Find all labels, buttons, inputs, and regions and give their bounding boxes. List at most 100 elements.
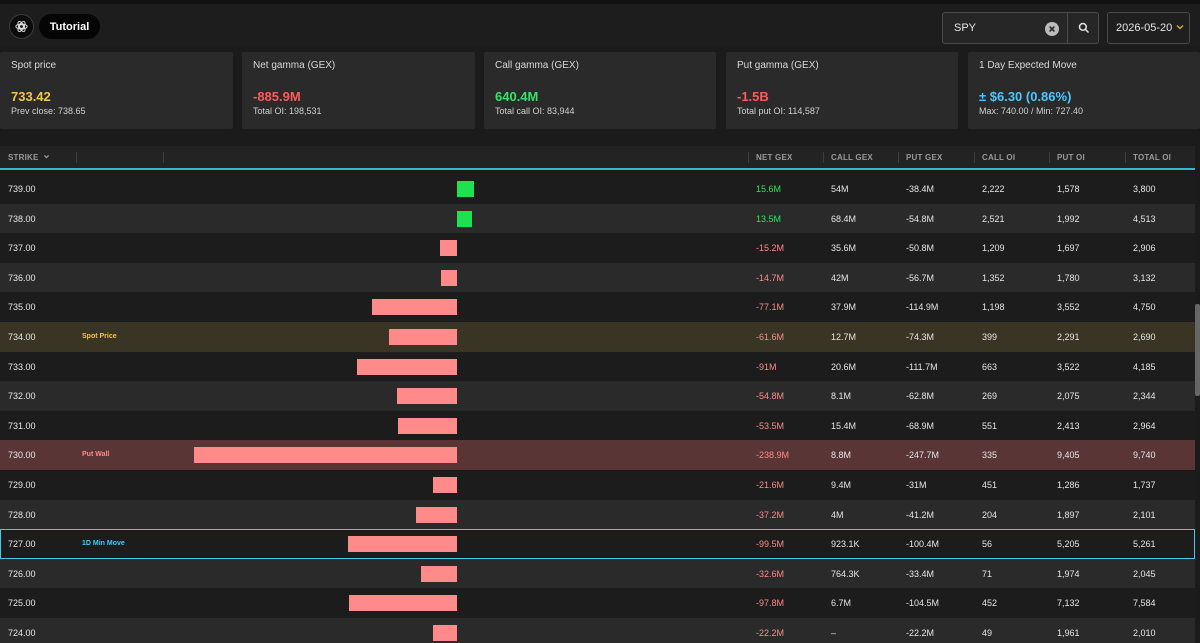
column-header-put-gex[interactable]: PUT GEX [906,153,943,162]
strike-cell: 734.00 [8,332,36,342]
total-oi-cell: 2,344 [1133,391,1156,402]
net-gex-bar [398,417,457,434]
column-resizer[interactable] [823,152,824,163]
strike-cell: 724.00 [8,628,36,638]
table-row[interactable]: 734.00 Spot Price -61.6M 12.7M -74.3M 399 2,29… [0,322,1195,352]
net-gex-bar [421,565,457,582]
total-oi-cell: 2,010 [1133,628,1156,638]
net-gex-bar [416,506,457,523]
column-header-label: STRIKE [8,153,39,162]
call-oi-cell: 663 [982,361,998,372]
net-gex-cell: -32.6M [756,568,785,579]
column-resizer[interactable] [974,152,975,163]
top-bar: Tutorial SPY 2026-05-20 [0,0,1200,46]
net-gex-bar [372,299,457,316]
card-subtitle: Total put OI: 114,587 [737,106,820,116]
call-oi-cell: 335 [982,450,998,461]
strike-cell: 737.00 [8,243,36,254]
card-title: Net gamma (GEX) [253,60,336,71]
strike-cell: 728.00 [8,509,36,520]
net-gex-bar [389,329,457,345]
scrollbar-thumb[interactable] [1195,304,1200,396]
net-gex-bar [396,388,457,405]
column-resizer[interactable] [898,152,899,163]
ticker-search-input[interactable]: SPY [954,22,977,34]
column-resizer[interactable] [163,152,164,163]
ticker-search-box: SPY [942,12,1099,44]
strike-cell: 730.00 [8,450,36,461]
put-gex-cell: -111.7M [906,361,938,372]
column-header-put-oi[interactable]: PUT OI [1057,153,1085,162]
table-row[interactable]: 737.00 -15.2M 35.6M -50.8M 1,209 1,697 2,906 [0,233,1195,263]
tutorial-button[interactable]: Tutorial [39,14,100,39]
put-gex-cell: -100.4M [906,539,940,550]
table-row[interactable]: 738.00 13.5M 68.4M -54.8M 2,521 1,992 4,513 [0,203,1195,234]
call-gamma-card: Call gamma (GEX) 640.4M Total call OI: 8… [484,52,716,129]
expected-move-card: 1 Day Expected Move ± $6.30 (0.86%) Max:… [968,52,1200,129]
call-gex-cell: 20.6M [831,361,857,372]
net-gex-bar [194,447,457,464]
column-header-call-gex[interactable]: CALL GEX [831,153,873,162]
put-oi-cell: 7,132 [1057,598,1080,609]
table-row[interactable]: 730.00 Put Wall -238.9M 8.8M -247.7M 335 9,405… [0,440,1195,470]
strike-cell: 738.00 [8,213,36,224]
search-button[interactable] [1068,13,1099,43]
put-oi-cell: 2,075 [1057,391,1080,402]
put-gex-cell: -114.9M [906,302,939,313]
total-oi-cell: 3,800 [1133,184,1156,194]
put-oi-cell: 5,205 [1057,539,1080,550]
strike-cell: 733.00 [8,361,36,372]
put-oi-cell: 3,522 [1057,361,1080,372]
column-resizer[interactable] [1125,152,1126,163]
card-value: ± $6.30 (0.86%) [979,89,1072,104]
table-scrollbar[interactable] [1195,146,1200,643]
table-row[interactable]: 739.00 15.6M 54M -38.4M 2,222 1,578 3,800 [0,174,1195,204]
table-row[interactable]: 732.00 -54.8M 8.1M -62.8M 269 2,075 2,344 [0,381,1195,411]
table-row[interactable]: 736.00 -14.7M 42M -56.7M 1,352 1,780 3,132 [0,262,1195,293]
logo[interactable] [9,14,34,39]
spot-price-card: Spot price 733.42 Prev close: 738.65 [0,52,233,129]
column-resizer[interactable] [1049,152,1050,163]
table-row[interactable]: 725.00 -97.8M 6.7M -104.5M 452 7,132 7,584 [0,588,1195,618]
put-gex-cell: -41.2M [906,509,935,520]
call-oi-cell: 269 [982,391,998,402]
column-resizer[interactable] [76,152,77,163]
total-oi-cell: 4,185 [1133,361,1156,372]
column-header-total-oi[interactable]: TOTAL OI [1133,153,1172,162]
net-gex-bar [457,210,472,227]
column-header-call-oi[interactable]: CALL OI [982,153,1016,162]
expiration-date-select[interactable]: 2026-05-20 [1107,12,1190,44]
table-row[interactable]: 728.00 -37.2M 4M -41.2M 204 1,897 2,101 [0,499,1195,530]
call-oi-cell: 1,209 [982,243,1005,254]
call-gex-cell: 764.3K [831,568,860,579]
put-oi-cell: 2,413 [1057,420,1080,431]
card-subtitle: Prev close: 738.65 [11,106,86,116]
row-badge: Spot Price [82,333,117,340]
table-row[interactable]: 731.00 -53.5M 15.4M -68.9M 551 2,413 2,964 [0,410,1195,441]
total-oi-cell: 4,513 [1133,213,1156,224]
column-header-net-gex[interactable]: NET GEX [756,153,793,162]
card-title: Call gamma (GEX) [495,60,579,71]
put-gamma-card: Put gamma (GEX) -1.5B Total put OI: 114,… [726,52,958,129]
column-header-strike[interactable]: STRIKE [8,153,50,162]
summary-cards: Spot price 733.42 Prev close: 738.65 Net… [0,52,1200,130]
total-oi-cell: 4,750 [1133,302,1156,313]
table-row[interactable]: 726.00 -32.6M 764.3K -33.4M 71 1,974 2,045 [0,558,1195,589]
call-gex-cell: 923.1K [831,539,860,550]
table-row[interactable]: 733.00 -91M 20.6M -111.7M 663 3,522 4,185 [0,351,1195,382]
call-oi-cell: 1,352 [982,272,1005,283]
table-row[interactable]: 727.00 1D Min Move -99.5M 923.1K -100.4M 56 5,… [0,529,1195,559]
net-gex-cell: -99.5M [756,539,785,550]
strike-cell: 727.00 [8,539,36,550]
table-row[interactable]: 724.00 -22.2M – -22.2M 49 1,961 2,010 [0,618,1195,643]
table-row[interactable]: 735.00 -77.1M 37.9M -114.9M 1,198 3,552 4,750 [0,292,1195,322]
expiration-date-value: 2026-05-20 [1116,22,1173,34]
card-subtitle: Max: 740.00 / Min: 727.40 [979,106,1084,116]
clear-search-button[interactable] [1045,22,1059,36]
put-oi-cell: 2,291 [1057,332,1080,342]
table-row[interactable]: 729.00 -21.6M 9.4M -31M 451 1,286 1,737 [0,470,1195,500]
column-resizer[interactable] [748,152,749,163]
card-value: 733.42 [11,89,51,104]
call-oi-cell: 399 [982,332,998,342]
net-gex-cell: -91M [756,361,777,372]
